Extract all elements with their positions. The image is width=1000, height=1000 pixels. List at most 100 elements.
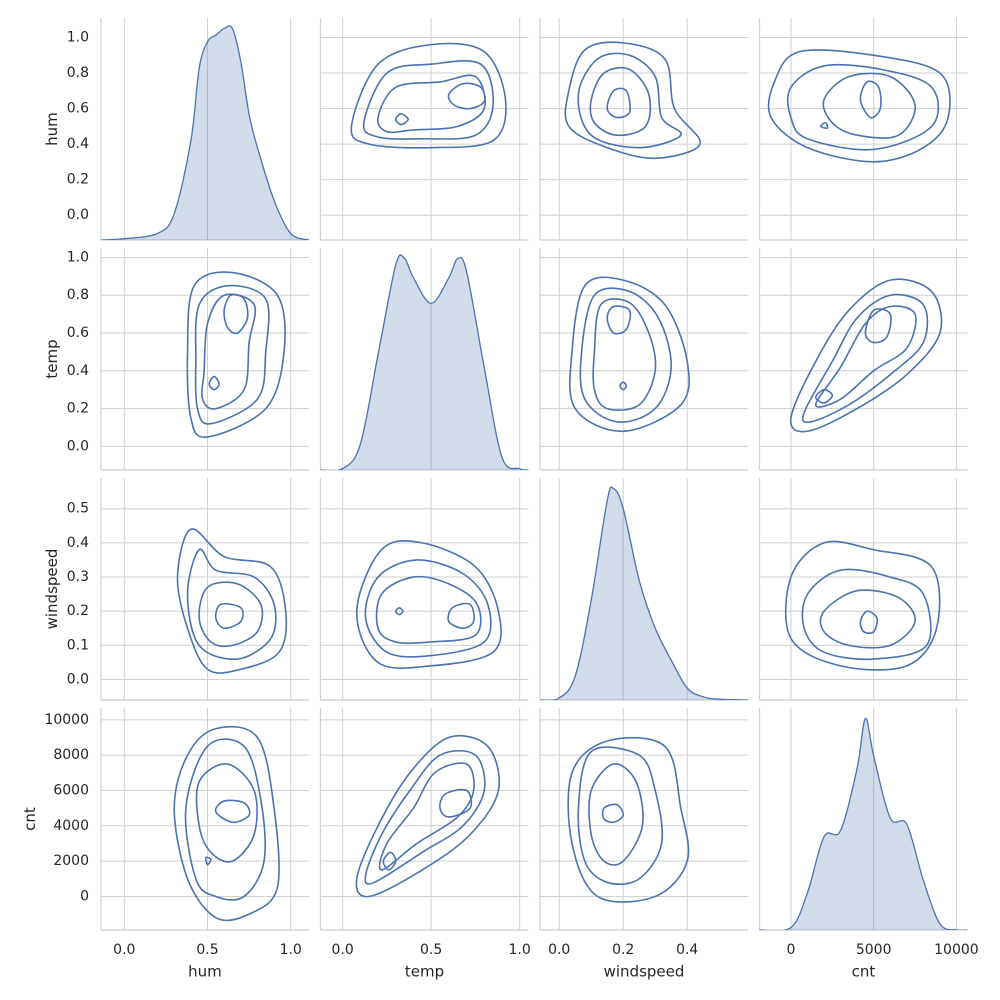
y-axis-label: windspeed [43,549,61,630]
plot-area [355,734,500,898]
x-tick-label: 0.0 [113,942,135,958]
plot-area [176,528,288,674]
kde-contour [819,589,916,649]
x-tick-label: 1.0 [509,942,531,958]
panel [319,248,529,471]
plot-area [767,49,951,163]
kde-contour [814,305,917,408]
y-tick-label: 0.6 [67,101,89,117]
kde-contour [214,602,244,630]
y-tick-label: 0.4 [67,363,89,379]
kde-contour [194,284,270,425]
y-tick-label: 1.0 [67,249,89,265]
x-tick-label: 5000 [856,942,892,958]
kde-contour [588,763,644,866]
y-tick-label: 0.5 [67,501,89,517]
kde-contour [364,559,492,658]
y-tick-label: 0.0 [67,672,89,688]
kde-contour [859,80,882,119]
y-tick-label: 0.0 [67,207,89,223]
kde-contour [801,568,932,661]
panel [758,18,968,241]
panel [539,18,748,241]
kde-contour [176,528,288,674]
y-tick-label: 6000 [53,782,89,798]
kde-contour [801,293,929,424]
y-tick-label: 0.6 [67,325,89,341]
kde-contour [447,82,486,110]
kde-contour [606,305,632,335]
panel [100,248,309,471]
kde-contour [378,762,475,871]
x-tick-label: 1.0 [280,942,302,958]
y-tick-label: 0.8 [67,65,89,81]
plot-area [564,41,701,160]
y-tick-label: 10000 [44,712,89,728]
x-axis-label: temp [405,963,444,981]
kde-contour [394,606,404,616]
panel [100,18,309,241]
plot-area [759,717,968,930]
x-tick-label: 0.4 [676,942,698,958]
kde-contour [350,42,507,149]
density-line [320,254,529,470]
kde-contour [439,788,473,818]
y-tick-label: 0.2 [67,401,89,417]
kde-contour [567,737,690,903]
y-tick-label: 2000 [53,853,89,869]
y-tick-label: 0.0 [67,438,89,454]
density-fill [759,718,968,930]
x-tick-label: 10000 [934,942,979,958]
kde-contour [579,287,673,423]
kde-contour [767,49,951,163]
plot-area [540,486,748,700]
plot-area [320,254,529,470]
y-tick-label: 0.2 [67,172,89,188]
kde-contour [382,851,397,871]
x-tick-label: 0 [786,942,795,958]
kde-contour [859,610,879,634]
panel [100,708,309,931]
plot-area [790,278,943,433]
kde-contour [186,271,286,438]
kde-contour [819,121,829,130]
plot-area [101,25,309,240]
x-tick-label: 0.5 [196,942,218,958]
kde-contour [362,59,495,140]
y-tick-label: 1.0 [67,30,89,46]
y-tick-label: 0.4 [67,136,89,152]
kde-contour [195,763,258,863]
panel [539,478,748,701]
y-tick-label: 0 [80,888,89,904]
kde-contour [864,308,892,344]
kde-contour [619,381,628,391]
kde-contour [784,540,941,671]
plot-area [784,540,941,671]
y-tick-label: 0.3 [67,569,89,585]
kde-contour [223,293,249,335]
kde-contour [564,41,701,160]
kde-contour [204,856,212,866]
y-axis-label: hum [43,112,61,146]
panel [319,478,529,701]
x-tick-label: 0.5 [420,942,442,958]
kde-contour [786,63,940,151]
density-line [101,25,309,240]
kde-contour [184,738,266,901]
y-axis-label: cnt [21,807,39,831]
kde-contour [447,602,475,630]
panel [319,18,529,241]
x-axis-label: hum [188,963,222,981]
panel [758,248,968,471]
kde-contour [822,72,916,139]
kde-contour [375,575,482,645]
kde-contour [592,298,657,411]
y-tick-label: 8000 [53,747,89,763]
kde-contour [577,746,664,886]
x-axis-label: windspeed [604,963,685,981]
y-tick-label: 0.1 [67,637,89,653]
plot-area [569,276,690,433]
density-fill [101,25,309,240]
density-fill [540,486,748,700]
